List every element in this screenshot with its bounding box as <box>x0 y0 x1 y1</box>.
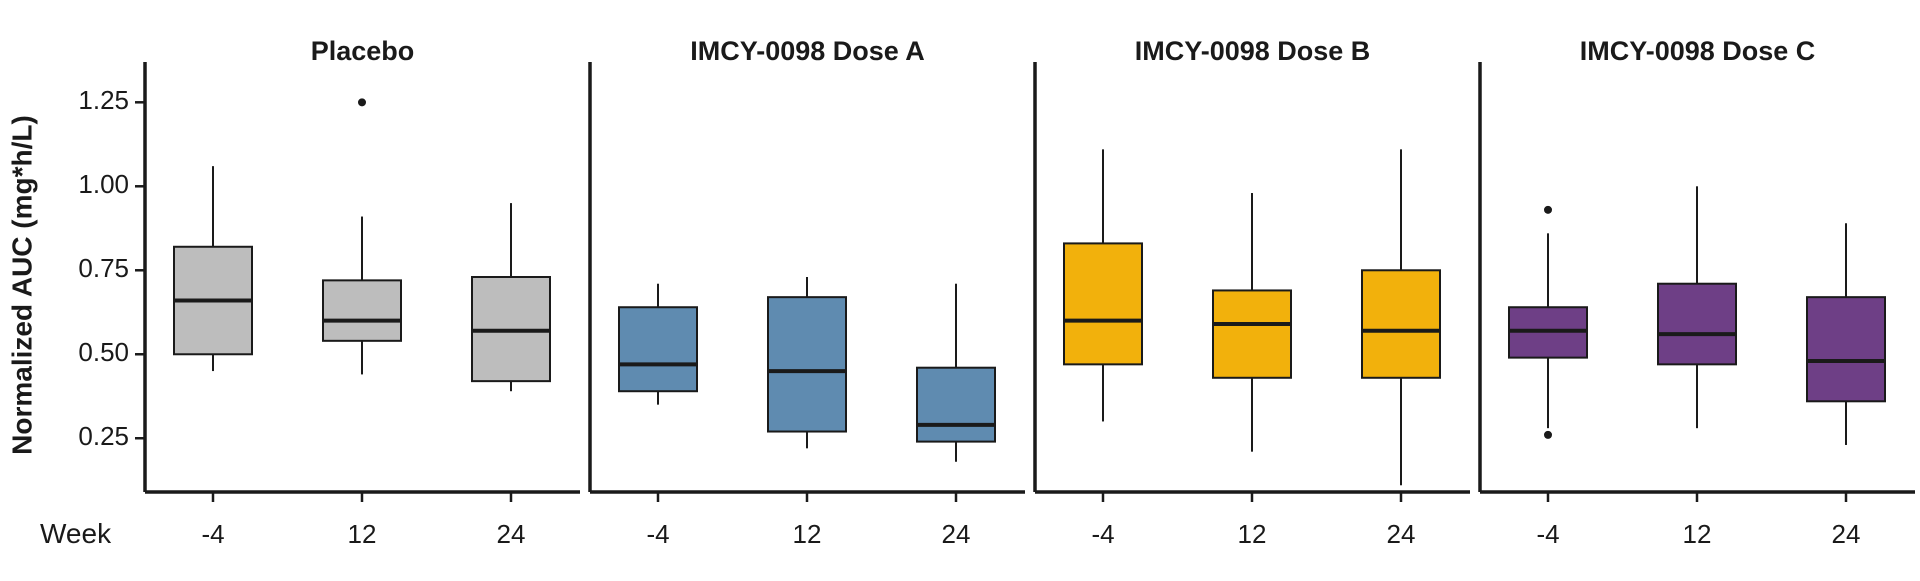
box-1: -4 <box>1508 205 1588 549</box>
x-tick-label: 24 <box>942 519 971 549</box>
box-2: 12 <box>1212 193 1292 549</box>
y-tick-label: 1.00 <box>78 169 129 199</box>
box-3: 24 <box>1806 223 1886 549</box>
box-1: -4 <box>1063 149 1143 549</box>
iqr-box <box>767 296 847 433</box>
y-tick-label: 1.25 <box>78 85 129 115</box>
iqr-box <box>1212 289 1292 379</box>
x-axis-label: Week <box>40 518 112 549</box>
box-1: -4 <box>618 283 698 549</box>
iqr-box <box>618 306 698 393</box>
panel-2: IMCY-0098 Dose A -4 12 24 <box>588 36 1025 549</box>
x-tick-label: -4 <box>646 519 669 549</box>
iqr-box <box>1063 242 1143 366</box>
x-tick-label: 24 <box>1387 519 1416 549</box>
iqr-box <box>916 366 996 443</box>
box-1: -4 <box>173 166 253 549</box>
box-2: 12 <box>767 277 847 549</box>
box-3: 24 <box>1361 149 1441 549</box>
x-tick-label: 24 <box>1832 519 1861 549</box>
y-tick-label: 0.75 <box>78 253 129 283</box>
x-tick-label: -4 <box>1091 519 1114 549</box>
panel-1: Placebo -4 12 24 <box>143 36 580 549</box>
box-3: 24 <box>471 203 551 549</box>
iqr-box <box>1361 269 1441 379</box>
x-tick-label: 12 <box>1683 519 1712 549</box>
outlier-point <box>1544 205 1552 214</box>
outlier-point <box>1544 430 1552 439</box>
panel-title: IMCY-0098 Dose B <box>1135 36 1371 66</box>
panel-title: IMCY-0098 Dose C <box>1580 36 1816 66</box>
iqr-box <box>322 279 402 342</box>
panel-3: IMCY-0098 Dose B -4 12 24 <box>1033 36 1470 549</box>
x-tick-label: 12 <box>348 519 377 549</box>
panel-4: IMCY-0098 Dose C -4 12 24 <box>1478 36 1915 549</box>
y-axis-label: Normalized AUC (mg*h/L) <box>6 115 37 455</box>
y-tick-label: 0.25 <box>78 421 129 451</box>
x-tick-label: 12 <box>1238 519 1267 549</box>
x-tick-label: -4 <box>1536 519 1559 549</box>
box-2: 12 <box>322 98 402 549</box>
panel-title: Placebo <box>311 36 415 66</box>
outlier-point <box>358 98 366 107</box>
panel-title: IMCY-0098 Dose A <box>690 36 925 66</box>
iqr-box <box>1806 296 1886 403</box>
box-3: 24 <box>916 283 996 549</box>
x-tick-label: -4 <box>201 519 224 549</box>
y-tick-label: 0.50 <box>78 337 129 367</box>
box-2: 12 <box>1657 186 1737 549</box>
x-tick-label: 24 <box>497 519 526 549</box>
iqr-box <box>1657 282 1737 366</box>
x-tick-label: 12 <box>793 519 822 549</box>
